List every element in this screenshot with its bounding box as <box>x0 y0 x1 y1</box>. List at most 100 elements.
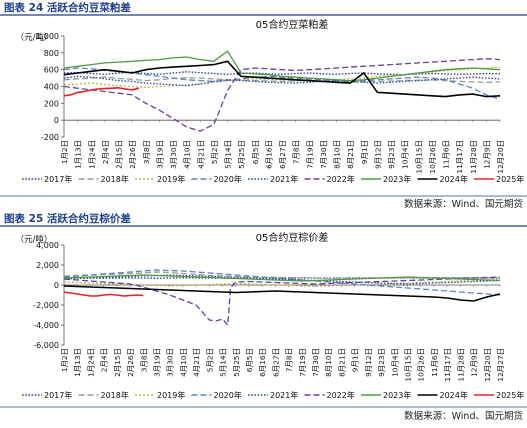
x-tick-label: 7月30日 <box>311 348 320 377</box>
x-tick-label: 1月2日 <box>60 348 69 372</box>
y-tick-label: 600 <box>44 66 59 75</box>
x-tick-label: 3月8日 <box>139 348 148 372</box>
chart-title: 05合约豆棕价差 <box>256 231 329 244</box>
x-tick-label: 4月21日 <box>196 140 205 169</box>
legend-label: 2023年 <box>383 390 411 400</box>
legend-label: 2024年 <box>440 390 468 400</box>
x-tick-label: 9月23日 <box>387 140 396 169</box>
x-tick-label: 5月25日 <box>232 348 241 377</box>
x-tick-label: 12月20日 <box>496 140 505 174</box>
x-tick-label: 11月17日 <box>455 140 464 174</box>
x-tick-label: 2月26日 <box>126 348 135 377</box>
figure-25-source: 数据来源：Wind、国元期货 <box>404 410 523 422</box>
series-line-2021 <box>64 275 500 284</box>
x-tick-label: 11月28日 <box>456 348 465 382</box>
x-tick-label: 12月27日 <box>496 348 505 382</box>
chart-25: 05合约豆棕价差（元/吨）-6,000-4,000-2,00002,0004,0… <box>16 231 525 400</box>
x-tick-label: 9月12日 <box>373 140 382 169</box>
x-tick-label: 1月2日 <box>60 140 69 164</box>
x-tick-label: 9月12日 <box>364 348 373 377</box>
x-tick-label: 4月10日 <box>183 140 192 169</box>
figure-24: 图表 24 活跃合约豆菜粕差 05合约豆菜粕差（元/吨）-20002004006… <box>0 1 527 210</box>
x-tick-label: 9月1日 <box>360 140 369 164</box>
x-tick-label: 5月2日 <box>210 140 219 164</box>
x-tick-label: 8月10日 <box>324 348 333 377</box>
x-tick-label: 7月19日 <box>298 348 307 377</box>
x-tick-label: 6月27日 <box>271 348 280 377</box>
legend-label: 2022年 <box>327 390 355 400</box>
x-tick-label: 1月24日 <box>86 348 95 377</box>
x-tick-label: 6月16日 <box>264 140 273 169</box>
figure-24-source: 数据来源：Wind、国元期货 <box>404 198 523 210</box>
x-tick-label: 10月26日 <box>417 348 426 382</box>
figure-25-header: 图表 25 活跃合约豆棕价差 <box>4 212 131 225</box>
x-tick-label: 3月30日 <box>166 348 175 377</box>
x-tick-label: 2月15日 <box>113 348 122 377</box>
x-tick-label: 12月9日 <box>482 140 491 169</box>
x-tick-label: 7月19日 <box>305 140 314 169</box>
x-tick-label: 8月21日 <box>346 140 355 169</box>
legend-label: 2018年 <box>101 390 129 400</box>
x-tick-label: 10月4日 <box>401 140 410 169</box>
legend-label: 2019年 <box>157 174 185 184</box>
x-tick-label: 4月21日 <box>192 348 201 377</box>
x-tick-label: 10月15日 <box>404 348 413 382</box>
x-tick-label: 3月19日 <box>152 348 161 377</box>
y-tick-label: 200 <box>44 99 59 108</box>
y-tick-label: 800 <box>44 49 59 58</box>
x-tick-label: 11月28日 <box>469 140 478 174</box>
x-tick-label: 2月4日 <box>101 140 110 164</box>
x-tick-label: 6月5日 <box>245 348 254 372</box>
x-tick-label: 3月19日 <box>155 140 164 169</box>
legend-label: 2018年 <box>101 174 129 184</box>
x-tick-label: 5月25日 <box>237 140 246 169</box>
series-line-2022 <box>64 277 500 325</box>
series-line-2025 <box>64 292 143 296</box>
y-tick-label: 400 <box>44 83 59 92</box>
x-tick-label: 1月13日 <box>73 348 82 377</box>
x-tick-label: 7月8日 <box>292 140 301 164</box>
legend-label: 2017年 <box>44 174 72 184</box>
series-line-2024 <box>64 286 500 301</box>
y-tick-label: -2,000 <box>33 301 59 310</box>
figure-25: 图表 25 活跃合约豆棕价差 05合约豆棕价差（元/吨）-6,000-4,000… <box>0 212 527 422</box>
x-tick-label: 11月6日 <box>430 348 439 377</box>
y-tick-label: -6,000 <box>33 341 59 350</box>
x-tick-label: 10月4日 <box>390 348 399 377</box>
x-tick-label: 10月26日 <box>428 140 437 174</box>
y-tick-label: 4,000 <box>36 241 59 250</box>
x-tick-label: 6月5日 <box>251 140 260 164</box>
x-tick-label: 5月14日 <box>219 348 228 377</box>
legend-label: 2019年 <box>157 390 185 400</box>
y-tick-label: 1,000 <box>36 32 59 41</box>
y-tick-label: 0 <box>54 281 59 290</box>
legend-label: 2020年 <box>214 174 242 184</box>
legend-label: 2024年 <box>440 174 468 184</box>
x-tick-label: 7月8日 <box>285 348 294 372</box>
y-tick-label: 2,000 <box>36 261 59 270</box>
y-tick-label: -200 <box>41 133 59 142</box>
legend-label: 2023年 <box>383 174 411 184</box>
series-line-2023 <box>64 51 500 80</box>
legend-label: 2021年 <box>270 390 298 400</box>
x-tick-label: 5月2日 <box>205 348 214 372</box>
x-tick-label: 1月13日 <box>74 140 83 169</box>
x-tick-label: 7月30日 <box>319 140 328 169</box>
x-tick-label: 2月15日 <box>115 140 124 169</box>
x-tick-label: 6月16日 <box>258 348 267 377</box>
legend-label: 2025年 <box>496 390 524 400</box>
x-tick-label: 11月6日 <box>442 140 451 169</box>
x-tick-label: 6月27日 <box>278 140 287 169</box>
legend-label: 2017年 <box>44 390 72 400</box>
chart-title: 05合约豆菜粕差 <box>256 18 329 31</box>
x-tick-label: 9月1日 <box>351 348 360 372</box>
x-tick-label: 10月15日 <box>414 140 423 174</box>
x-tick-label: 3月8日 <box>142 140 151 164</box>
x-tick-label: 11月17日 <box>443 348 452 382</box>
x-tick-label: 9月23日 <box>377 348 386 377</box>
x-tick-label: 12月9日 <box>470 348 479 377</box>
x-tick-label: 2月26日 <box>128 140 137 169</box>
x-tick-label: 1月24日 <box>87 140 96 169</box>
legend-label: 2022年 <box>327 174 355 184</box>
